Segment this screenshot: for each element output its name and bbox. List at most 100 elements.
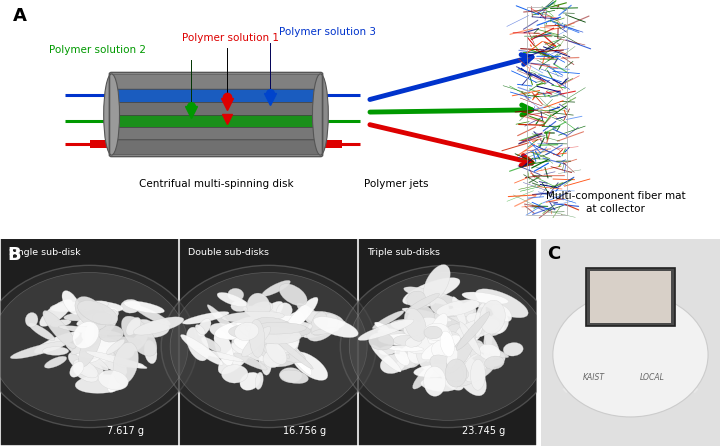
Ellipse shape <box>73 322 99 348</box>
Ellipse shape <box>81 327 99 342</box>
Ellipse shape <box>29 323 55 340</box>
Ellipse shape <box>446 324 469 341</box>
Ellipse shape <box>133 317 184 335</box>
Ellipse shape <box>263 318 282 347</box>
Ellipse shape <box>170 273 367 421</box>
Bar <box>112 102 320 115</box>
Ellipse shape <box>474 303 486 337</box>
Ellipse shape <box>279 368 302 383</box>
Ellipse shape <box>247 293 270 321</box>
Ellipse shape <box>68 352 104 377</box>
Ellipse shape <box>380 354 406 374</box>
Ellipse shape <box>436 300 480 316</box>
Ellipse shape <box>134 305 171 326</box>
Ellipse shape <box>234 328 263 340</box>
Ellipse shape <box>249 327 302 344</box>
Ellipse shape <box>103 308 119 318</box>
Ellipse shape <box>369 333 394 350</box>
Ellipse shape <box>402 342 439 362</box>
Ellipse shape <box>92 312 112 325</box>
Ellipse shape <box>390 330 440 347</box>
Ellipse shape <box>113 342 138 384</box>
Text: Polymer jets: Polymer jets <box>364 179 428 189</box>
Ellipse shape <box>274 327 288 340</box>
Ellipse shape <box>452 297 467 327</box>
FancyBboxPatch shape <box>110 140 322 155</box>
Ellipse shape <box>467 313 498 330</box>
Ellipse shape <box>263 351 282 368</box>
Ellipse shape <box>456 318 500 339</box>
Ellipse shape <box>43 310 76 348</box>
Ellipse shape <box>264 329 284 344</box>
Ellipse shape <box>425 318 474 345</box>
Ellipse shape <box>441 370 464 390</box>
Text: Polymer solution 3: Polymer solution 3 <box>279 27 376 37</box>
Ellipse shape <box>254 318 295 335</box>
Ellipse shape <box>428 314 448 344</box>
Ellipse shape <box>480 300 505 334</box>
Text: 23.745 g: 23.745 g <box>462 425 505 436</box>
Ellipse shape <box>479 344 500 360</box>
Ellipse shape <box>276 332 300 352</box>
Ellipse shape <box>78 325 102 367</box>
Ellipse shape <box>62 291 80 315</box>
Ellipse shape <box>78 301 117 325</box>
Ellipse shape <box>454 354 487 396</box>
Bar <box>359 240 536 445</box>
Ellipse shape <box>405 333 462 360</box>
Ellipse shape <box>372 345 401 372</box>
Ellipse shape <box>231 300 248 312</box>
Ellipse shape <box>122 316 157 356</box>
Ellipse shape <box>73 364 98 382</box>
Ellipse shape <box>107 339 125 354</box>
Ellipse shape <box>81 301 109 310</box>
Ellipse shape <box>197 318 211 336</box>
Ellipse shape <box>79 300 95 311</box>
Ellipse shape <box>414 363 462 377</box>
Ellipse shape <box>97 336 142 347</box>
Ellipse shape <box>445 340 483 363</box>
Ellipse shape <box>444 326 468 347</box>
Ellipse shape <box>462 292 508 304</box>
Ellipse shape <box>413 363 437 389</box>
Ellipse shape <box>475 289 528 318</box>
Ellipse shape <box>438 315 473 339</box>
Ellipse shape <box>126 318 141 335</box>
Ellipse shape <box>503 343 523 356</box>
Ellipse shape <box>243 315 305 322</box>
Ellipse shape <box>456 312 490 350</box>
Ellipse shape <box>0 265 197 428</box>
Ellipse shape <box>275 325 302 340</box>
Ellipse shape <box>411 313 431 326</box>
Ellipse shape <box>431 345 452 355</box>
Ellipse shape <box>402 278 460 305</box>
Ellipse shape <box>42 347 68 355</box>
Ellipse shape <box>492 304 512 322</box>
Ellipse shape <box>243 306 292 326</box>
Ellipse shape <box>248 318 262 353</box>
Text: Multi-component fiber mat
at collector: Multi-component fiber mat at collector <box>546 191 685 214</box>
Ellipse shape <box>423 334 472 348</box>
Text: 7.617 g: 7.617 g <box>107 425 144 436</box>
Ellipse shape <box>394 347 410 366</box>
Ellipse shape <box>284 297 318 334</box>
Ellipse shape <box>228 323 285 340</box>
Ellipse shape <box>140 321 169 338</box>
Ellipse shape <box>404 308 426 341</box>
Ellipse shape <box>408 313 435 356</box>
Ellipse shape <box>265 322 312 334</box>
Ellipse shape <box>218 341 253 374</box>
FancyBboxPatch shape <box>110 74 322 89</box>
Ellipse shape <box>415 335 446 359</box>
Ellipse shape <box>182 312 229 324</box>
Ellipse shape <box>372 311 404 329</box>
Ellipse shape <box>107 364 127 392</box>
Bar <box>112 128 320 141</box>
Ellipse shape <box>234 353 267 370</box>
Ellipse shape <box>75 375 127 393</box>
Ellipse shape <box>35 332 80 354</box>
Ellipse shape <box>271 334 313 369</box>
Ellipse shape <box>71 337 101 354</box>
Ellipse shape <box>404 287 463 306</box>
Ellipse shape <box>161 265 376 428</box>
